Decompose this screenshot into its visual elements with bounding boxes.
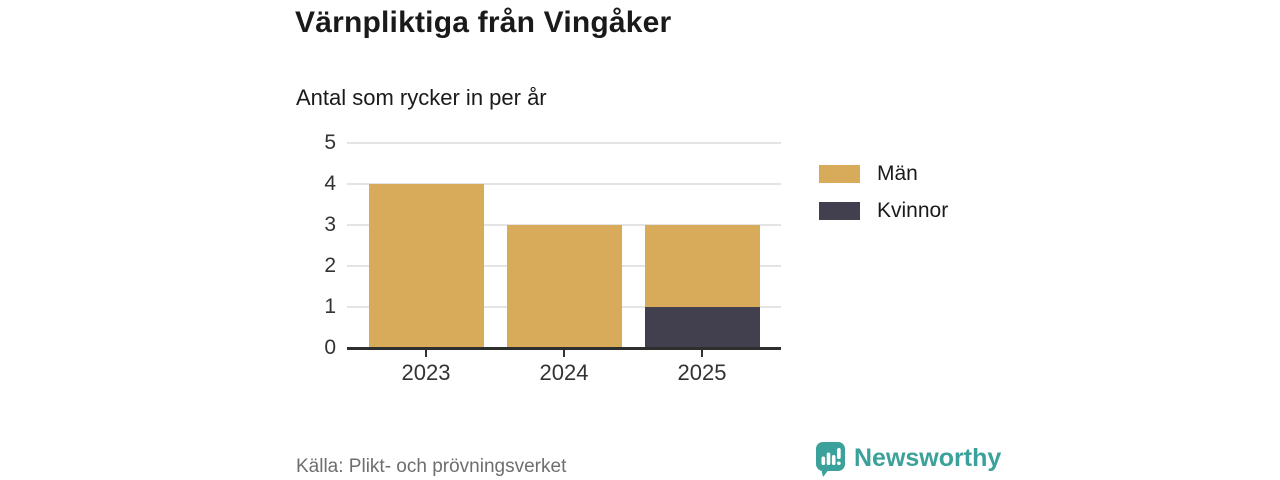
y-axis-label: 0 (324, 336, 336, 359)
legend-label: Män (877, 162, 918, 185)
newsworthy-logo-text: Newsworthy (854, 444, 1002, 472)
chart-legend: Män Kvinnor (819, 162, 948, 236)
legend-item-kvinnor: Kvinnor (819, 199, 948, 223)
legend-label: Kvinnor (877, 199, 949, 222)
x-axis-tick (563, 350, 565, 357)
gridline (347, 142, 781, 144)
x-axis-label: 2023 (401, 360, 451, 385)
x-axis-label: 2024 (539, 360, 589, 385)
bar-segment-män-2024 (506, 225, 622, 348)
chart-title: Värnpliktiga från Vingåker (295, 6, 672, 39)
x-axis-tick (425, 350, 427, 357)
x-axis-tick (701, 350, 703, 357)
newsworthy-logo: Newsworthy (815, 442, 1001, 478)
y-axis-label: 1 (324, 295, 336, 318)
gridline (347, 183, 781, 185)
y-axis-label: 2 (324, 254, 336, 277)
bar-chart-plot-area: 0 1 2 3 4 5 2023 2024 2025 (324, 131, 781, 385)
bar-segment-kvinnor-2025 (644, 307, 760, 348)
bar-segment-män-2025 (644, 225, 760, 307)
legend-item-män: Män (819, 162, 948, 186)
chart-subtitle: Antal som rycker in per år (296, 85, 547, 110)
x-axis-line (347, 347, 781, 350)
source-note: Källa: Plikt- och prövningsverket (296, 456, 567, 477)
y-axis-label: 3 (324, 213, 336, 236)
y-axis-label: 4 (324, 172, 336, 195)
legend-swatch-män (819, 165, 860, 183)
newsworthy-logo-icon (816, 442, 845, 477)
x-axis-label: 2025 (677, 360, 727, 385)
bar-segment-män-2023 (368, 184, 484, 348)
legend-swatch-kvinnor (819, 202, 860, 220)
y-axis-label: 5 (324, 131, 336, 154)
